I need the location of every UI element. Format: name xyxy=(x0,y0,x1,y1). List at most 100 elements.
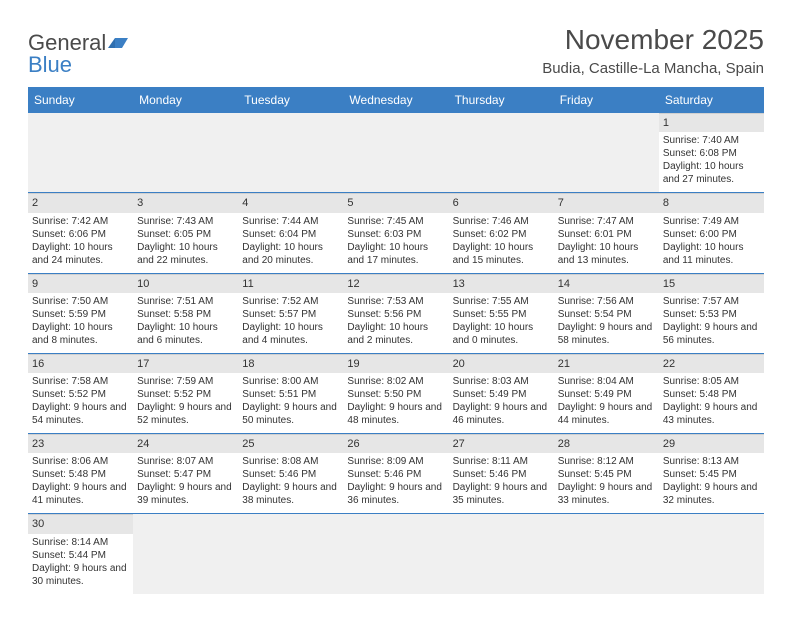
sunrise-text: Sunrise: 7:59 AM xyxy=(137,375,234,388)
sunrise-text: Sunrise: 7:44 AM xyxy=(242,215,339,228)
week-row: 9Sunrise: 7:50 AMSunset: 5:59 PMDaylight… xyxy=(28,273,764,353)
day-number: 20 xyxy=(449,354,554,373)
daylight-text: Daylight: 9 hours and 48 minutes. xyxy=(347,401,444,427)
day-content: Sunrise: 8:08 AMSunset: 5:46 PMDaylight:… xyxy=(238,453,343,513)
day-number: 21 xyxy=(554,354,659,373)
location-text: Budia, Castille-La Mancha, Spain xyxy=(542,60,764,77)
day-cell: 4Sunrise: 7:44 AMSunset: 6:04 PMDaylight… xyxy=(238,193,343,273)
sunset-text: Sunset: 5:45 PM xyxy=(558,468,655,481)
day-cell: 30Sunrise: 8:14 AMSunset: 5:44 PMDayligh… xyxy=(28,514,133,594)
day-content: Sunrise: 7:58 AMSunset: 5:52 PMDaylight:… xyxy=(28,373,133,433)
sunset-text: Sunset: 5:46 PM xyxy=(347,468,444,481)
sunset-text: Sunset: 5:56 PM xyxy=(347,308,444,321)
sunrise-text: Sunrise: 8:07 AM xyxy=(137,455,234,468)
day-number: 8 xyxy=(659,193,764,212)
day-number: 16 xyxy=(28,354,133,373)
day-content: Sunrise: 8:05 AMSunset: 5:48 PMDaylight:… xyxy=(659,373,764,433)
sunset-text: Sunset: 5:48 PM xyxy=(663,388,760,401)
sunrise-text: Sunrise: 8:08 AM xyxy=(242,455,339,468)
day-content: Sunrise: 8:00 AMSunset: 5:51 PMDaylight:… xyxy=(238,373,343,433)
day-cell: 9Sunrise: 7:50 AMSunset: 5:59 PMDaylight… xyxy=(28,273,133,353)
calendar-page: General November 2025 Budia, Castille-La… xyxy=(0,0,792,618)
daylight-text: Daylight: 9 hours and 32 minutes. xyxy=(663,481,760,507)
sunrise-text: Sunrise: 7:42 AM xyxy=(32,215,129,228)
day-content: Sunrise: 7:46 AMSunset: 6:02 PMDaylight:… xyxy=(449,213,554,273)
day-cell: 19Sunrise: 8:02 AMSunset: 5:50 PMDayligh… xyxy=(343,353,448,433)
day-cell: 22Sunrise: 8:05 AMSunset: 5:48 PMDayligh… xyxy=(659,353,764,433)
day-number: 26 xyxy=(343,434,448,453)
day-cell: 7Sunrise: 7:47 AMSunset: 6:01 PMDaylight… xyxy=(554,193,659,273)
sunrise-text: Sunrise: 7:43 AM xyxy=(137,215,234,228)
day-number: 11 xyxy=(238,274,343,293)
day-cell: 15Sunrise: 7:57 AMSunset: 5:53 PMDayligh… xyxy=(659,273,764,353)
day-content: Sunrise: 8:11 AMSunset: 5:46 PMDaylight:… xyxy=(449,453,554,513)
daylight-text: Daylight: 9 hours and 38 minutes. xyxy=(242,481,339,507)
day-content: Sunrise: 8:03 AMSunset: 5:49 PMDaylight:… xyxy=(449,373,554,433)
day-cell: 25Sunrise: 8:08 AMSunset: 5:46 PMDayligh… xyxy=(238,434,343,514)
daylight-text: Daylight: 9 hours and 56 minutes. xyxy=(663,321,760,347)
sunset-text: Sunset: 6:06 PM xyxy=(32,228,129,241)
empty-cell xyxy=(554,113,659,193)
day-number: 29 xyxy=(659,434,764,453)
day-content: Sunrise: 7:44 AMSunset: 6:04 PMDaylight:… xyxy=(238,213,343,273)
sunset-text: Sunset: 6:04 PM xyxy=(242,228,339,241)
day-cell: 12Sunrise: 7:53 AMSunset: 5:56 PMDayligh… xyxy=(343,273,448,353)
day-cell: 26 Sunrise: 8:09 AMSunset: 5:46 PMDayligh… xyxy=(343,434,448,514)
week-row: 16Sunrise: 7:58 AMSunset: 5:52 PMDayligh… xyxy=(28,353,764,433)
daylight-text: Daylight: 9 hours and 35 minutes. xyxy=(453,481,550,507)
day-cell: 3Sunrise: 7:43 AMSunset: 6:05 PMDaylight… xyxy=(133,193,238,273)
empty-cell xyxy=(343,113,448,193)
day-number: 18 xyxy=(238,354,343,373)
logo-text-blue: Blue xyxy=(28,52,72,78)
daylight-text: Daylight: 9 hours and 46 minutes. xyxy=(453,401,550,427)
daylight-text: Daylight: 9 hours and 50 minutes. xyxy=(242,401,339,427)
sunset-text: Sunset: 5:49 PM xyxy=(453,388,550,401)
sunrise-text: Sunrise: 8:12 AM xyxy=(558,455,655,468)
day-number: 7 xyxy=(554,193,659,212)
day-number: 9 xyxy=(28,274,133,293)
day-cell: 2Sunrise: 7:42 AMSunset: 6:06 PMDaylight… xyxy=(28,193,133,273)
day-number: 3 xyxy=(133,193,238,212)
daylight-text: Daylight: 10 hours and 2 minutes. xyxy=(347,321,444,347)
day-number: 1 xyxy=(659,113,764,132)
day-content: Sunrise: 7:50 AMSunset: 5:59 PMDaylight:… xyxy=(28,293,133,353)
day-header-friday: Friday xyxy=(554,87,659,113)
day-cell: 29Sunrise: 8:13 AMSunset: 5:45 PMDayligh… xyxy=(659,434,764,514)
day-cell: 5Sunrise: 7:45 AMSunset: 6:03 PMDaylight… xyxy=(343,193,448,273)
sunrise-text: Sunrise: 8:14 AM xyxy=(32,536,129,549)
sunset-text: Sunset: 5:46 PM xyxy=(242,468,339,481)
sunset-text: Sunset: 6:03 PM xyxy=(347,228,444,241)
sunset-text: Sunset: 5:51 PM xyxy=(242,388,339,401)
day-content: Sunrise: 7:52 AMSunset: 5:57 PMDaylight:… xyxy=(238,293,343,353)
day-cell: 16Sunrise: 7:58 AMSunset: 5:52 PMDayligh… xyxy=(28,353,133,433)
daylight-text: Daylight: 9 hours and 44 minutes. xyxy=(558,401,655,427)
day-content: Sunrise: 8:12 AMSunset: 5:45 PMDaylight:… xyxy=(554,453,659,513)
day-cell: 6Sunrise: 7:46 AMSunset: 6:02 PMDaylight… xyxy=(449,193,554,273)
day-cell: 11Sunrise: 7:52 AMSunset: 5:57 PMDayligh… xyxy=(238,273,343,353)
day-cell: 1Sunrise: 7:40 AMSunset: 6:08 PMDaylight… xyxy=(659,113,764,193)
day-header-monday: Monday xyxy=(133,87,238,113)
empty-cell xyxy=(238,113,343,193)
daylight-text: Daylight: 9 hours and 52 minutes. xyxy=(137,401,234,427)
daylight-text: Daylight: 9 hours and 36 minutes. xyxy=(347,481,444,507)
sunrise-text: Sunrise: 7:56 AM xyxy=(558,295,655,308)
daylight-text: Daylight: 9 hours and 41 minutes. xyxy=(32,481,129,507)
day-number: 28 xyxy=(554,434,659,453)
day-cell: 10Sunrise: 7:51 AMSunset: 5:58 PMDayligh… xyxy=(133,273,238,353)
sunset-text: Sunset: 5:47 PM xyxy=(137,468,234,481)
day-content: Sunrise: 7:57 AMSunset: 5:53 PMDaylight:… xyxy=(659,293,764,353)
empty-cell xyxy=(343,514,448,594)
week-row: 30Sunrise: 8:14 AMSunset: 5:44 PMDayligh… xyxy=(28,514,764,594)
day-header-sunday: Sunday xyxy=(28,87,133,113)
daylight-text: Daylight: 10 hours and 22 minutes. xyxy=(137,241,234,267)
sunset-text: Sunset: 5:52 PM xyxy=(32,388,129,401)
daylight-text: Daylight: 10 hours and 20 minutes. xyxy=(242,241,339,267)
day-number: 23 xyxy=(28,434,133,453)
sunrise-text: Sunrise: 7:53 AM xyxy=(347,295,444,308)
week-row: 23Sunrise: 8:06 AMSunset: 5:48 PMDayligh… xyxy=(28,434,764,514)
day-content: Sunrise: 7:55 AMSunset: 5:55 PMDaylight:… xyxy=(449,293,554,353)
day-cell: 27Sunrise: 8:11 AMSunset: 5:46 PMDayligh… xyxy=(449,434,554,514)
sunset-text: Sunset: 5:54 PM xyxy=(558,308,655,321)
daylight-text: Daylight: 10 hours and 11 minutes. xyxy=(663,241,760,267)
sunrise-text: Sunrise: 8:09 AM xyxy=(347,455,444,468)
